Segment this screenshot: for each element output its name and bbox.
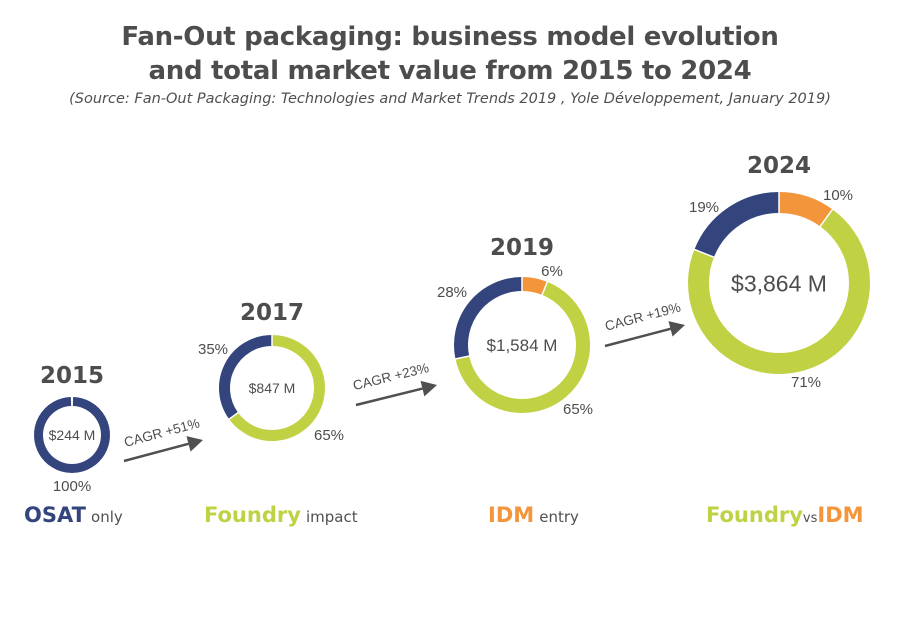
year-label-2019: 2019: [490, 235, 554, 261]
caption-2019: IDM entry: [488, 503, 579, 527]
percent-label-2019-idm: 6%: [541, 263, 563, 280]
chart-title-line-1: Fan-Out packaging: business model evolut…: [121, 22, 779, 52]
slice-2015-osat: [34, 397, 110, 473]
total-value-2017: $847 M: [249, 380, 296, 396]
chart-title-line-2: and total market value from 2015 to 2024: [148, 56, 752, 86]
caption-2019-sub: entry: [539, 508, 579, 526]
cagr-2015-2017: CAGR +51%: [122, 415, 203, 463]
caption-2015-sub: only: [91, 508, 123, 526]
slice-separator: [693, 248, 716, 259]
total-value-2015: $244 M: [49, 427, 96, 443]
percent-label-2024-idm: 10%: [823, 187, 853, 204]
arrow-head-icon: [186, 436, 203, 452]
arrow-shaft: [355, 387, 423, 407]
caption-2017: Foundry impact: [204, 503, 358, 527]
slice-2019-osat: [454, 277, 523, 359]
arrow-shaft: [123, 442, 189, 463]
slice-2024-osat: [694, 192, 780, 258]
year-label-2024: 2024: [747, 153, 811, 179]
slice-2024-idm: [778, 192, 833, 227]
percent-label-2015-osat: 100%: [53, 478, 91, 495]
slice-separator: [454, 355, 471, 360]
slice-2019-idm: [521, 277, 548, 295]
arrow-shaft: [604, 327, 671, 348]
year-label-2015: 2015: [40, 363, 104, 389]
arrow-head-icon: [668, 321, 685, 337]
slice-2019-foundry: [455, 281, 590, 413]
percent-label-2019-foundry: 65%: [563, 401, 593, 418]
chart-source: (Source: Fan-Out Packaging: Technologies…: [69, 91, 831, 107]
slice-separator: [818, 208, 834, 228]
slice-2017-osat: [219, 335, 273, 420]
caption-2015: OSAT only: [24, 503, 123, 527]
caption-2024-main: Foundry: [706, 503, 803, 527]
cagr-label: CAGR +23%: [351, 360, 430, 393]
donut-2015: 2015 $244 M 100%: [34, 363, 110, 495]
caption-2024-main2: IDM: [817, 503, 864, 527]
year-label-2017: 2017: [240, 300, 304, 326]
slice-2024-foundry: [688, 209, 870, 374]
caption-2017-main: Foundry: [204, 503, 301, 527]
cagr-2017-2019: CAGR +23%: [351, 360, 437, 407]
caption-2017-sub: impact: [306, 508, 358, 526]
caption-2024-vs: vs: [802, 511, 818, 526]
percent-label-2017-osat: 35%: [198, 341, 228, 358]
caption-2015-main: OSAT: [24, 503, 86, 527]
donut-2024: 2024 $3,864 M 10% 71% 19%: [688, 153, 870, 391]
donut-2017: 2017 $847 M 65% 35%: [198, 300, 344, 444]
percent-label-2024-osat: 19%: [689, 199, 719, 216]
arrow-head-icon: [420, 380, 437, 397]
slice-separator: [541, 280, 549, 297]
donut-2019: 2019 $1,584 M 6% 65% 28%: [437, 235, 593, 418]
percent-label-2024-foundry: 71%: [791, 374, 821, 391]
slice-separator: [227, 411, 240, 421]
caption-2024: FoundryvsIDM: [706, 503, 864, 527]
total-value-2019: $1,584 M: [487, 336, 558, 355]
percent-label-2019-osat: 28%: [437, 284, 467, 301]
cagr-2019-2024: CAGR +19%: [603, 300, 685, 348]
percent-label-2017-foundry: 65%: [314, 427, 344, 444]
slice-2017-foundry: [229, 335, 325, 441]
caption-2019-main: IDM: [488, 503, 535, 527]
total-value-2024: $3,864 M: [731, 270, 827, 296]
